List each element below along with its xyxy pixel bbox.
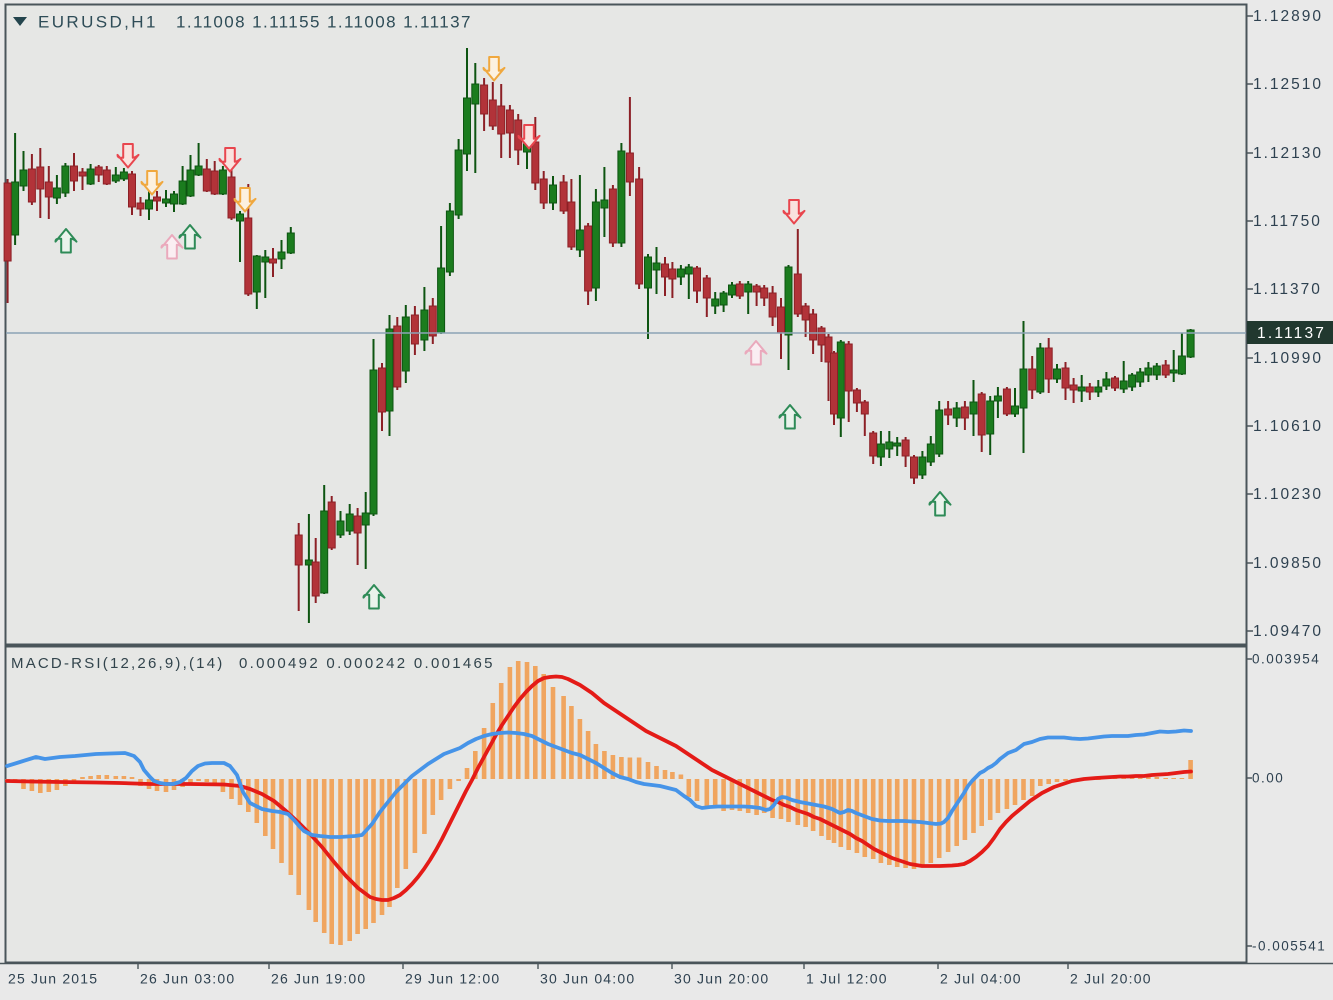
svg-text:EURUSD,H1: EURUSD,H1 <box>38 13 158 32</box>
svg-text:25 Jun 2015: 25 Jun 2015 <box>8 971 98 987</box>
svg-text:1.12890: 1.12890 <box>1253 8 1323 25</box>
svg-text:1.11137: 1.11137 <box>1257 325 1326 342</box>
svg-text:1.11750: 1.11750 <box>1253 213 1322 230</box>
svg-text:MACD-RSI(12,26,9),(14): MACD-RSI(12,26,9),(14) <box>11 655 224 672</box>
svg-text:1.10990: 1.10990 <box>1253 350 1323 367</box>
svg-text:1.11370: 1.11370 <box>1253 281 1322 298</box>
svg-text:0.003954: 0.003954 <box>1252 652 1320 667</box>
svg-text:26 Jun 19:00: 26 Jun 19:00 <box>271 971 366 987</box>
svg-text:1 Jul 12:00: 1 Jul 12:00 <box>806 971 888 987</box>
svg-text:1.12510: 1.12510 <box>1253 76 1323 93</box>
svg-text:30 Jun 20:00: 30 Jun 20:00 <box>674 971 769 987</box>
svg-text:1.10610: 1.10610 <box>1253 418 1323 435</box>
svg-text:1.10230: 1.10230 <box>1253 486 1323 503</box>
svg-text:0.000492 0.000242 0.001465: 0.000492 0.000242 0.001465 <box>239 655 495 672</box>
svg-text:1.11008 1.11155 1.11008 1.1113: 1.11008 1.11155 1.11008 1.11137 <box>176 13 472 32</box>
svg-text:29 Jun 12:00: 29 Jun 12:00 <box>405 971 500 987</box>
svg-text:2 Jul 20:00: 2 Jul 20:00 <box>1070 971 1152 987</box>
svg-text:0.00: 0.00 <box>1252 771 1284 786</box>
svg-text:30 Jun 04:00: 30 Jun 04:00 <box>540 971 635 987</box>
svg-text:1.12130: 1.12130 <box>1253 145 1323 162</box>
svg-text:1.09850: 1.09850 <box>1253 555 1323 572</box>
svg-text:1.09470: 1.09470 <box>1253 623 1323 640</box>
svg-text:26 Jun 03:00: 26 Jun 03:00 <box>140 971 235 987</box>
svg-text:-0.005541: -0.005541 <box>1252 939 1326 954</box>
svg-text:2 Jul 04:00: 2 Jul 04:00 <box>940 971 1022 987</box>
